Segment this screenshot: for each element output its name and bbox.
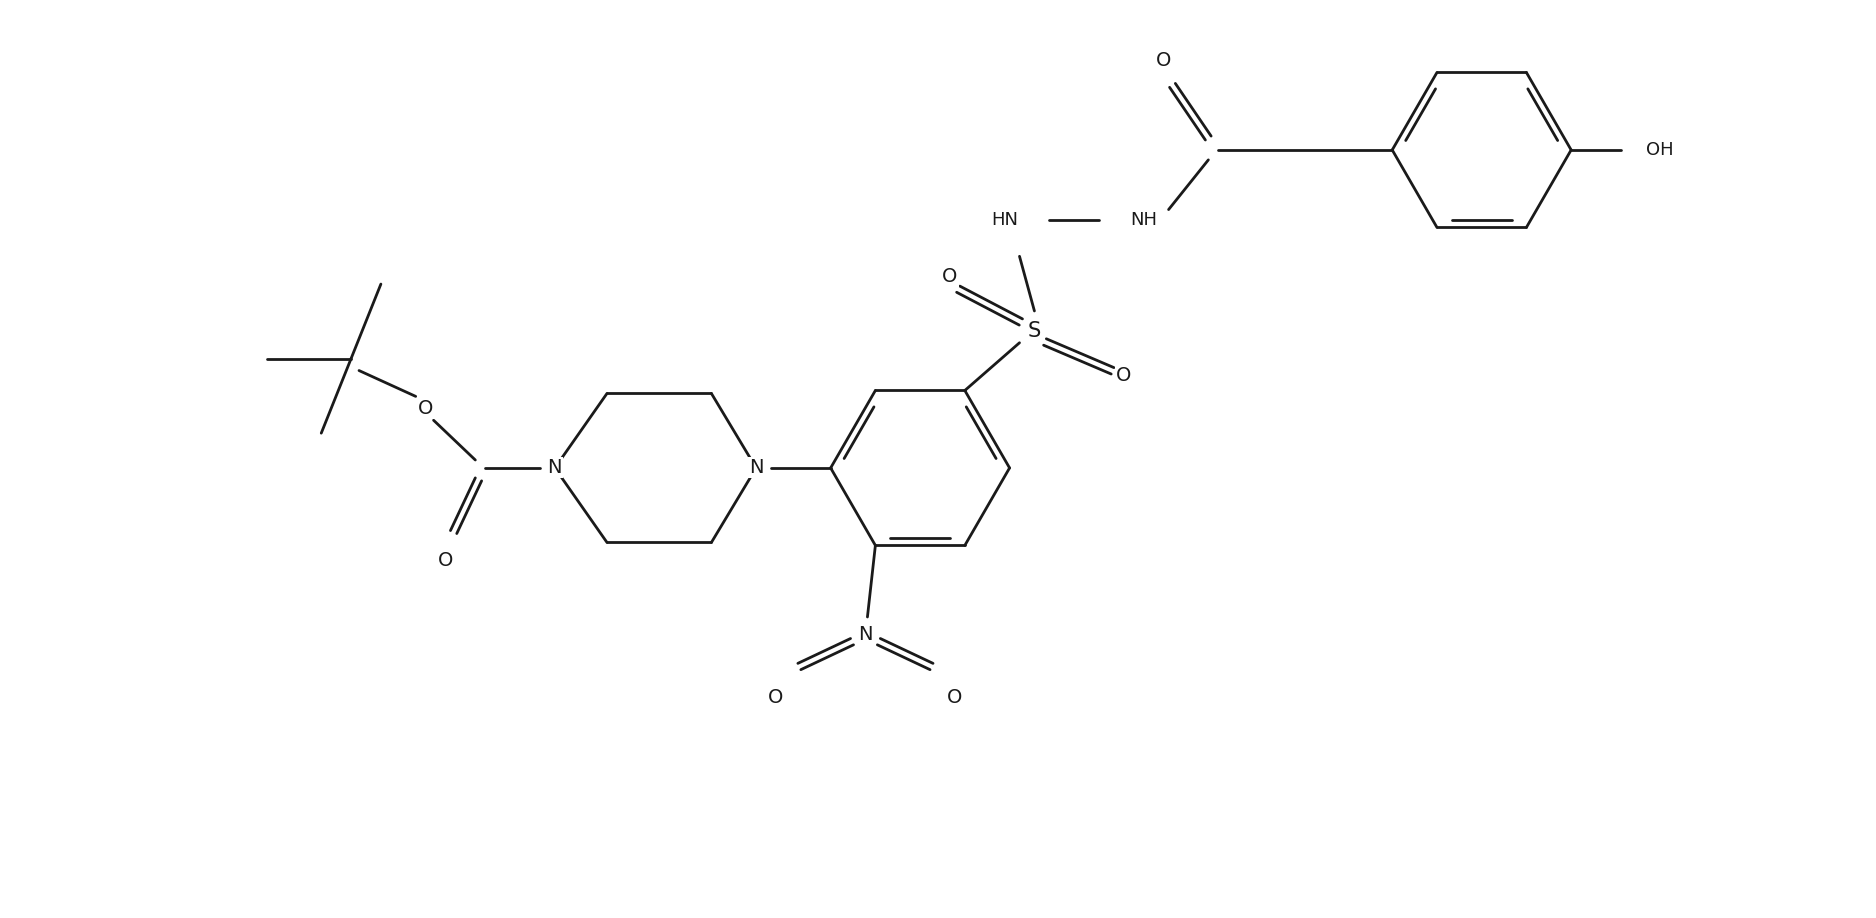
Text: N: N [749,458,764,477]
Text: HN: HN [991,210,1019,229]
Text: O: O [769,688,784,707]
Text: O: O [947,688,962,707]
Text: OH: OH [1645,141,1673,159]
Text: O: O [418,398,433,418]
Text: O: O [1156,51,1171,70]
Text: N: N [857,625,872,644]
Text: S: S [1028,320,1041,341]
Text: O: O [942,266,957,285]
Text: N: N [548,458,563,477]
Text: NH: NH [1129,210,1157,229]
Text: O: O [1116,366,1131,385]
Text: O: O [437,551,454,570]
